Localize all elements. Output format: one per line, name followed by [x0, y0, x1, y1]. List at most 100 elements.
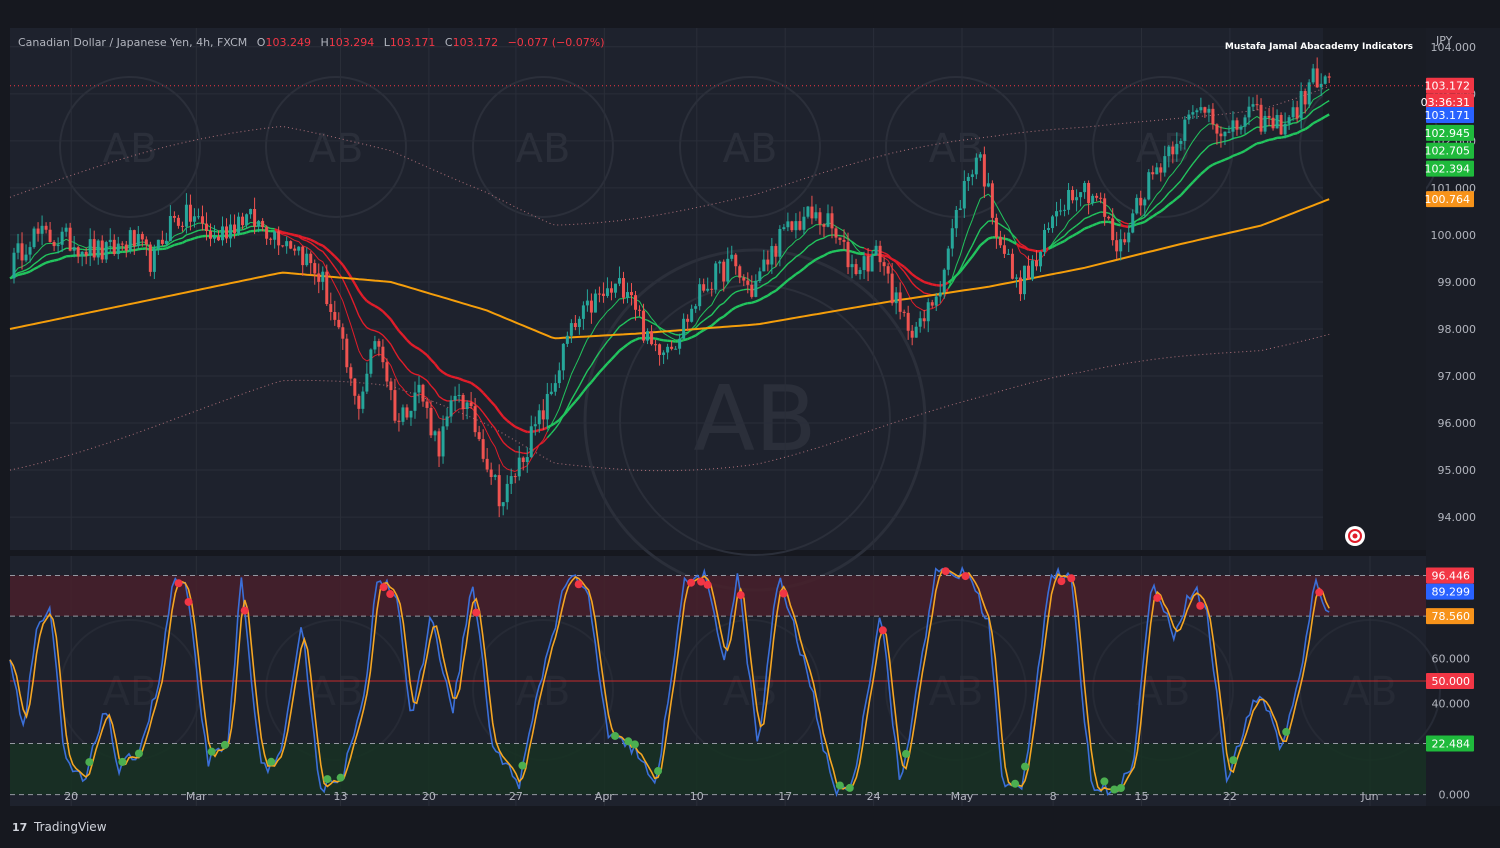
sell-signal-dot — [687, 579, 695, 587]
candle-body — [33, 229, 36, 248]
candle-body — [1019, 278, 1022, 295]
ema-mid-segment — [198, 230, 202, 231]
watermark-text: AB — [309, 126, 364, 172]
candle-body — [502, 502, 505, 506]
ema-slow-segment — [22, 273, 26, 274]
replay-button[interactable] — [1345, 526, 1365, 546]
tradingview-logo[interactable]: 17 TradingView — [12, 820, 107, 834]
candle-body — [313, 263, 316, 273]
candle-body — [1111, 218, 1114, 240]
candle-body — [397, 421, 400, 422]
candle-body — [742, 278, 745, 281]
candle-body — [1300, 91, 1303, 118]
candle-body — [863, 256, 866, 270]
buy-signal-dot — [1117, 784, 1125, 792]
candle-body — [141, 234, 144, 239]
candle-body — [369, 349, 372, 373]
candle-body — [405, 407, 408, 417]
candle-body — [165, 241, 168, 244]
candle-body — [855, 264, 858, 274]
currency-label: JPY — [1435, 34, 1453, 47]
candle-body — [169, 216, 172, 241]
buy-signal-dot — [85, 758, 93, 766]
candle-body — [991, 183, 994, 218]
ema-mid-segment — [519, 452, 523, 453]
candle-body — [89, 239, 92, 256]
candle-body — [774, 246, 777, 257]
candle-body — [1191, 112, 1194, 114]
candle-body — [762, 260, 765, 272]
candle-body — [939, 292, 942, 296]
candle-body — [1324, 76, 1327, 83]
buy-signal-dot — [836, 781, 844, 789]
candle-body — [907, 313, 910, 331]
candle-body — [329, 304, 332, 312]
candle-body — [49, 230, 52, 242]
candle-body — [153, 248, 156, 271]
candle-body — [1079, 192, 1082, 197]
candle-body — [514, 476, 517, 477]
candle-body — [145, 239, 148, 244]
candle-body — [1163, 156, 1166, 172]
buy-signal-dot — [518, 762, 526, 770]
ema-mid-segment — [214, 231, 218, 232]
price-tick-label: 98.000 — [1438, 323, 1477, 336]
watermark-text: AB — [516, 126, 571, 172]
ema-slow-segment — [684, 339, 688, 340]
header-legend[interactable]: Canadian Dollar / Japanese Yen, 4h, FXCM… — [18, 36, 605, 49]
candle-body — [562, 344, 565, 370]
watermark-big-text: AB — [693, 367, 816, 472]
candle-body — [257, 221, 260, 227]
candle-body — [109, 240, 112, 242]
ema-slow-segment — [736, 306, 740, 308]
sell-signal-dot — [780, 589, 788, 597]
candle-body — [1312, 68, 1315, 82]
sell-signal-dot — [241, 607, 249, 615]
ema-slow-segment — [178, 243, 182, 244]
ema-slow-segment — [828, 252, 832, 253]
candle-body — [999, 237, 1002, 245]
candle-body — [670, 347, 673, 349]
candle-body — [710, 289, 713, 290]
candle-body — [470, 402, 473, 406]
watermark-text: AB — [103, 669, 158, 715]
candle-body — [975, 158, 978, 175]
buy-signal-dot — [654, 767, 662, 775]
candle-body — [125, 245, 128, 251]
candle-body — [1260, 105, 1263, 132]
candle-body — [1091, 196, 1094, 203]
low-value: 103.171 — [390, 36, 436, 49]
candle-body — [518, 458, 521, 477]
candle-body — [173, 216, 176, 218]
candle-body — [794, 221, 797, 230]
ema-mid-segment — [632, 318, 636, 319]
candle-body — [534, 424, 537, 426]
osc-badge: 96.446 — [1432, 569, 1471, 582]
candle-body — [317, 273, 320, 281]
price-badge: 102.945 — [1425, 127, 1471, 140]
candle-body — [29, 247, 32, 254]
indicator-title[interactable]: Mustafa Jamal Abacademy Indicators — [1225, 42, 1413, 52]
buy-signal-dot — [846, 784, 854, 792]
candle-body — [333, 312, 336, 320]
candle-body — [241, 217, 244, 226]
branding-text: TradingView — [33, 820, 107, 834]
ema-slow-segment — [1117, 224, 1121, 225]
ema-slow-segment — [70, 256, 74, 257]
candle-body — [1083, 183, 1086, 192]
price-badge: 100.764 — [1425, 193, 1471, 206]
ema-slow-segment — [1269, 139, 1273, 140]
buy-signal-dot — [221, 741, 229, 749]
candle-body — [843, 240, 846, 242]
candle-body — [494, 475, 497, 477]
ema-slow-segment — [688, 337, 692, 339]
candle-body — [598, 294, 601, 295]
candle-body — [1007, 254, 1010, 255]
ema-slow-segment — [660, 340, 664, 341]
candle-body — [927, 302, 930, 321]
candle-body — [129, 230, 132, 251]
candle-body — [1027, 266, 1030, 280]
candle-body — [1223, 132, 1226, 136]
ema-slow-segment — [186, 240, 190, 241]
candle-body — [558, 370, 561, 383]
